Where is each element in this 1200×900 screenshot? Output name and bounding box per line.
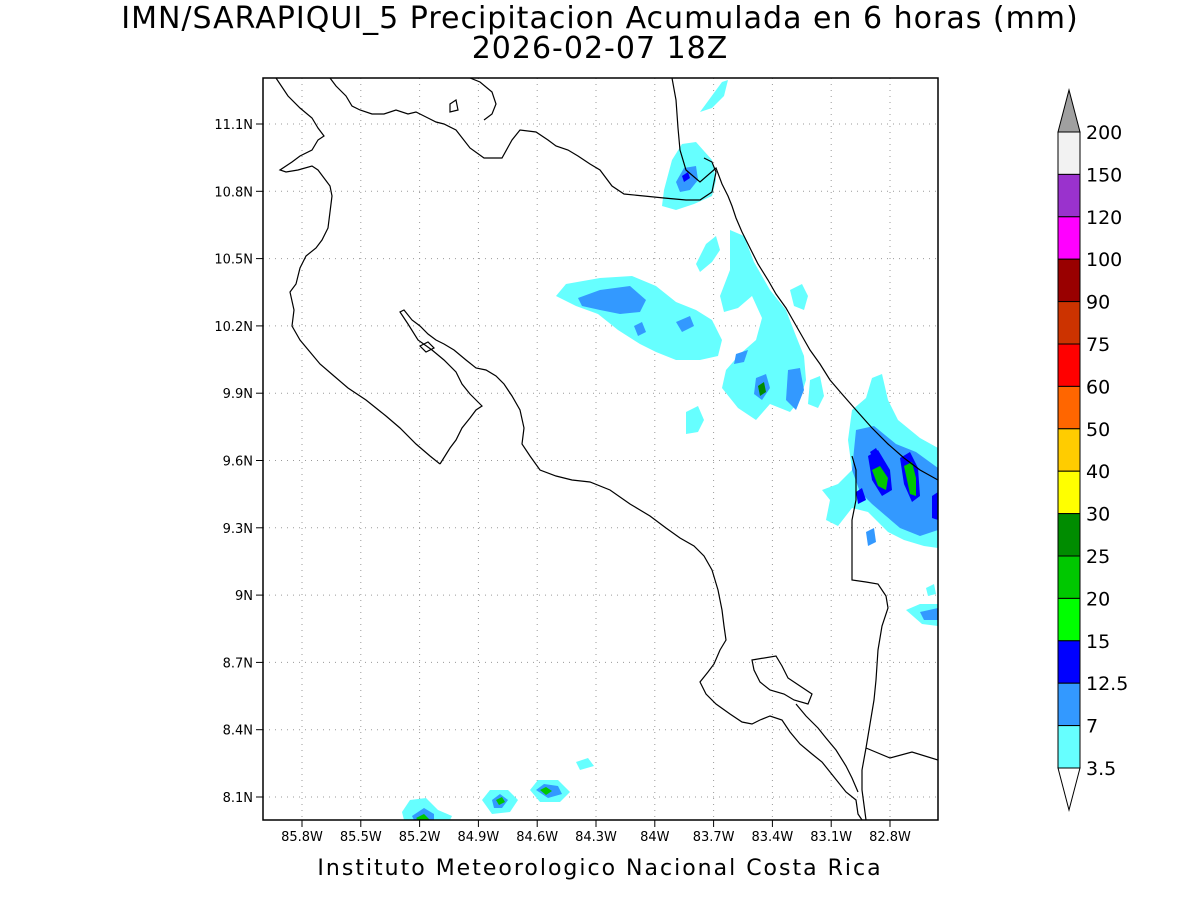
y-tick-label: 8.1N <box>223 791 253 806</box>
x-tick-label: 83.4W <box>751 830 793 845</box>
colorbar-label: 30 <box>1086 504 1110 526</box>
colorbar-swatch <box>1057 513 1081 557</box>
colorbar-label: 120 <box>1086 207 1122 229</box>
y-tick-label: 8.7N <box>223 656 253 671</box>
colorbar-swatch <box>1057 428 1081 472</box>
colorbar-label: 100 <box>1086 249 1122 271</box>
colorbar-label: 200 <box>1086 122 1122 144</box>
map-area <box>263 78 938 820</box>
colorbar-swatch <box>1057 597 1081 642</box>
colorbar-label: 75 <box>1086 334 1110 356</box>
colorbar-label: 3.5 <box>1086 758 1116 780</box>
colorbar-label: 50 <box>1086 419 1110 441</box>
credit-text: Instituto Meteorologico Nacional Costa R… <box>317 856 883 881</box>
colorbar-label: 12.5 <box>1086 673 1128 695</box>
y-tick-label: 10.2N <box>214 320 253 335</box>
map-gridlines <box>263 78 938 820</box>
map-title: IMN/SARAPIQUI_5 Precipitacion Acumulada … <box>121 1 1079 36</box>
y-tick-label: 11.1N <box>214 118 253 133</box>
colorbar-label: 7 <box>1086 716 1098 738</box>
colorbar-over-arrow <box>1057 88 1081 133</box>
colorbar-swatch <box>1057 216 1081 260</box>
map-frame <box>262 77 939 821</box>
colorbar-swatch <box>1057 173 1081 218</box>
x-axis-longitude: 85.8W 85.5W 85.2W 84.9W 84.6W 84.3W 84W 83.7W 83… <box>281 820 911 845</box>
y-axis-latitude: 11.1N 10.8N 10.5N 10.2N 9.9N 9.6N 9.3N 9N 8.7N 8.… <box>214 118 263 806</box>
x-tick-label: 84.6W <box>516 830 558 845</box>
y-tick-label: 9N <box>235 589 253 604</box>
y-tick-label: 10.8N <box>214 185 253 200</box>
y-tick-label: 9.3N <box>223 522 253 537</box>
y-tick-label: 8.4N <box>223 724 253 739</box>
colorbar-label: 20 <box>1086 588 1110 610</box>
x-tick-label: 85.5W <box>340 830 382 845</box>
x-tick-label: 82.8W <box>869 830 911 845</box>
y-tick-label: 9.6N <box>223 455 253 470</box>
colorbar-label: 15 <box>1086 631 1110 653</box>
y-tick-label: 9.9N <box>223 387 253 402</box>
colorbar-label: 60 <box>1086 376 1110 398</box>
colorbar-label: 40 <box>1086 461 1110 483</box>
colorbar-swatch <box>1057 258 1081 303</box>
colorbar-swatch <box>1057 682 1081 727</box>
colorbar-swatch <box>1057 555 1081 599</box>
colorbar-label: 150 <box>1086 164 1122 186</box>
map-subtitle-date: 2026-02-07 18Z <box>471 31 729 66</box>
x-tick-label: 85.2W <box>399 830 441 845</box>
colorbar-swatch <box>1057 385 1081 430</box>
colorbar-swatch <box>1057 640 1081 684</box>
colorbar-swatch <box>1057 131 1081 175</box>
colorbar-legend: 200 150 120 100 90 75 60 50 40 30 25 20 15 12.5 7 3.5 <box>1057 88 1128 812</box>
colorbar-label: 90 <box>1086 292 1110 314</box>
precipitation-field <box>402 80 938 820</box>
coastline-and-borders <box>275 78 938 820</box>
colorbar-label: 25 <box>1086 546 1110 568</box>
x-tick-label: 84W <box>640 830 670 845</box>
x-tick-label: 84.9W <box>457 830 499 845</box>
colorbar-swatch <box>1057 301 1081 345</box>
x-tick-label: 83.1W <box>810 830 852 845</box>
x-tick-label: 83.7W <box>693 830 735 845</box>
y-tick-label: 10.5N <box>214 253 253 268</box>
colorbar-under-arrow <box>1057 767 1081 812</box>
x-tick-label: 84.3W <box>575 830 617 845</box>
x-tick-label: 85.8W <box>281 830 323 845</box>
colorbar-swatch <box>1057 470 1081 515</box>
colorbar-swatch <box>1057 725 1081 769</box>
colorbar-swatch <box>1057 343 1081 387</box>
